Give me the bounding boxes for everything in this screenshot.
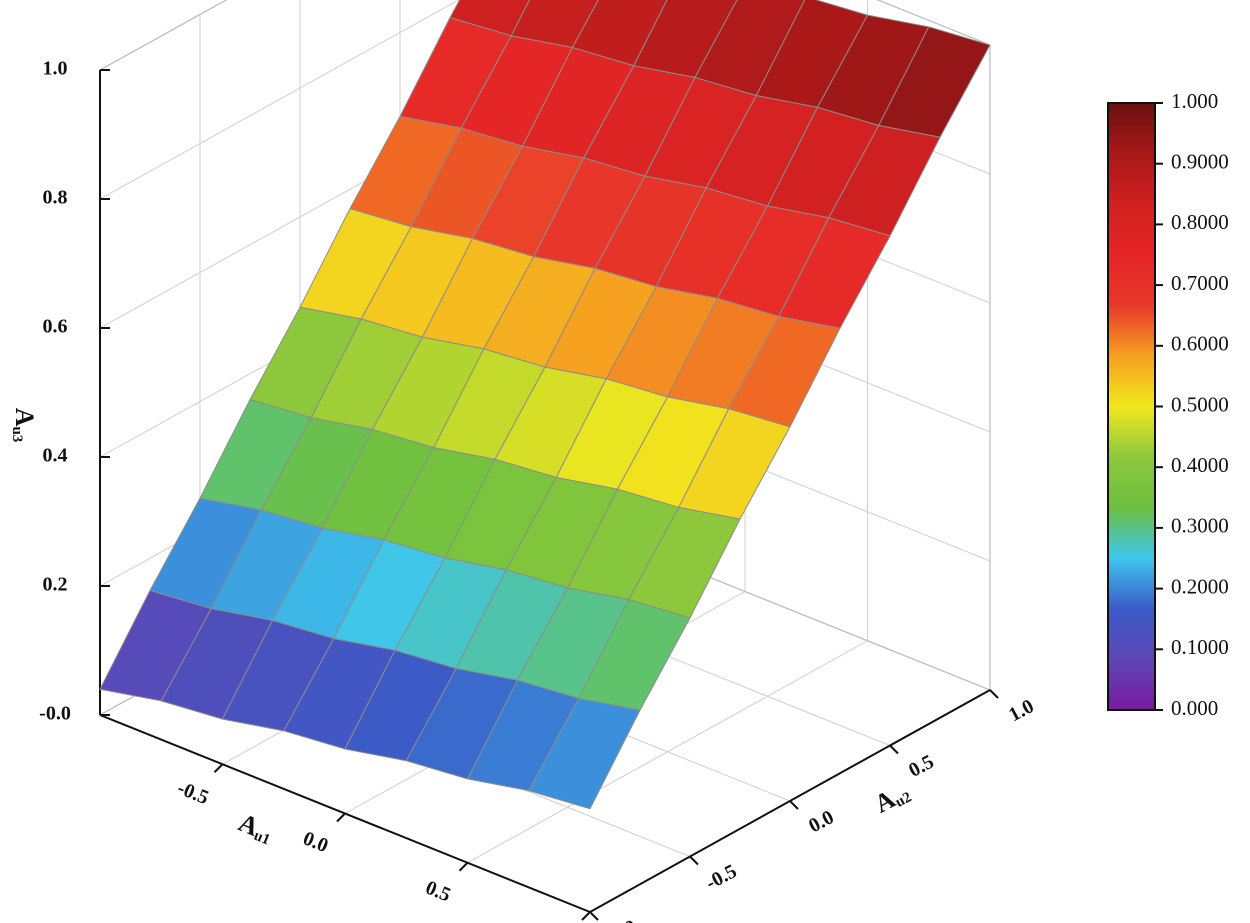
x-tick [213,763,224,773]
surface [99,0,991,810]
colorbar-tick-label: 0.9000 [1171,150,1229,174]
xlabel-title-sub: u1 [251,828,272,849]
axis-edge [876,0,991,46]
colorbar-tick-label: 1.000 [1171,89,1218,113]
y-tick-label: 1.0 [1005,695,1037,726]
zlabel-title: Au3 [9,408,39,443]
y-tick [589,911,599,921]
zlabel-title-base: A [10,408,39,427]
z-tick-label: 0.4 [43,445,68,467]
x-tick [581,911,591,921]
z-tick-label: -0.0 [39,703,71,725]
y-tick-label: -0.5 [702,860,740,894]
ylabel-title: Au2 [870,777,915,820]
colorbar-tick-label: 0.1000 [1171,635,1229,659]
colorbar: 0.000 0.1000 0.2000 0.3000 0.4000 0.5000 0.600… [1107,89,1229,720]
zlabel-title-sub: u3 [9,426,25,442]
x-tick-label: 0.0 [300,827,331,857]
z-tick-label: 0.2 [43,574,68,596]
y-tick [789,800,799,810]
y-tick-label: 0.0 [805,806,837,837]
z-tick-label: 0.8 [43,187,68,209]
z-tick-label: 0.6 [43,316,68,338]
axis-edge [99,0,228,71]
x-tick [458,862,469,872]
colorbar-tick-label: 0.3000 [1171,514,1229,538]
surface-cell [528,697,641,810]
y-tick [989,689,999,699]
colorbar-tick-label: 0.4000 [1171,453,1229,477]
colorbar-tick-label: 0.5000 [1171,392,1229,416]
y-tick [689,855,699,866]
y-tick-label: -1.0 [602,916,640,923]
y-tick-label: 0.5 [905,751,937,782]
colorbar-tick-label: 0.6000 [1171,332,1229,356]
colorbar-tick-label: 0.7000 [1171,271,1229,295]
z-tick-label: 1.0 [43,58,68,80]
x-tick-label: 0.5 [422,877,453,907]
colorbar-tick-label: 0.000 [1171,696,1218,720]
x-tick-label: -0.5 [174,777,212,809]
xlabel-title: Au1 [234,808,278,849]
y-tick [889,744,899,755]
ylabel-title-sub: u2 [893,790,915,812]
colorbar-fill [1107,102,1156,711]
colorbar-tick-label: 0.8000 [1171,210,1229,234]
x-tick [336,812,346,823]
colorbar-tick-label: 0.2000 [1171,574,1229,598]
